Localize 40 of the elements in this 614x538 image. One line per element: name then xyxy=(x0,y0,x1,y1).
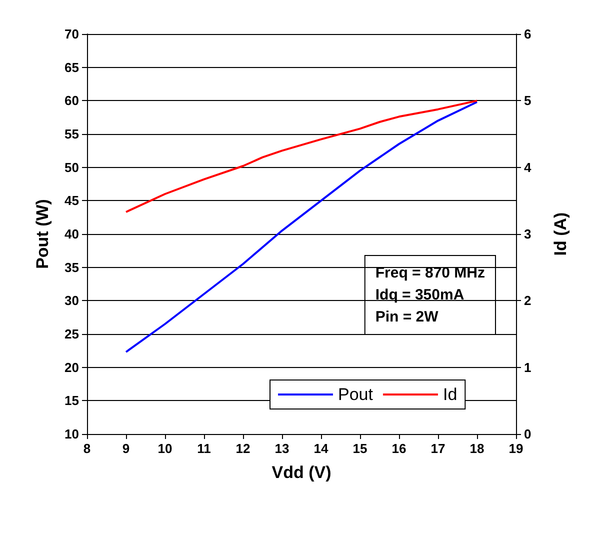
y-tick-label: 30 xyxy=(64,293,79,308)
legend-label: Id xyxy=(442,385,458,404)
x-tick-label: 9 xyxy=(122,441,130,456)
y2-tick-label: 5 xyxy=(524,93,532,108)
y2-tick-label: 4 xyxy=(524,160,532,175)
y-tick-label: 15 xyxy=(64,393,79,408)
y2-tick-label: 1 xyxy=(524,360,532,375)
annotation: Pin = 2W xyxy=(375,308,440,326)
legend-label: Pout xyxy=(338,385,374,404)
y-tick-label: 65 xyxy=(64,60,79,75)
y-tick-label: 55 xyxy=(64,126,79,142)
y2-tick-label: 0 xyxy=(524,426,532,442)
y-tick-label: 35 xyxy=(64,260,79,275)
x-tick-label: 10 xyxy=(158,441,172,456)
x-tick-label: 18 xyxy=(470,441,484,456)
y2-tick-label: 6 xyxy=(524,26,532,42)
x-tick-label: 11 xyxy=(197,441,211,456)
y-tick-label: 45 xyxy=(64,193,79,208)
x-tick-label: 14 xyxy=(314,441,329,456)
x-tick-label: 16 xyxy=(392,441,406,456)
y-tick-label: 40 xyxy=(64,226,79,242)
y-tick-label: 20 xyxy=(64,360,79,375)
y2-axis-title: Id (A) xyxy=(551,212,570,256)
x-tick-label: 12 xyxy=(236,441,250,456)
y-axis-title: Pout (W) xyxy=(33,199,52,269)
y2-tick-label: 2 xyxy=(524,293,532,308)
y-tick-label: 70 xyxy=(64,26,79,42)
y2-tick-label: 3 xyxy=(524,226,532,242)
x-tick-label: 13 xyxy=(274,441,290,456)
y-tick-label: 25 xyxy=(64,326,79,342)
annotation: Idq = 350mA xyxy=(375,286,464,304)
line-series xyxy=(125,100,478,213)
x-tick-label: 8 xyxy=(83,441,91,456)
x-axis-title: Vdd (V) xyxy=(272,463,332,482)
x-tick-label: 19 xyxy=(508,441,524,456)
y-tick-label: 60 xyxy=(64,93,79,108)
x-tick-label: 17 xyxy=(430,441,446,456)
x-tick-label: 15 xyxy=(352,441,368,456)
y-tick-label: 50 xyxy=(64,160,79,175)
y-tick-label: 10 xyxy=(64,426,79,442)
